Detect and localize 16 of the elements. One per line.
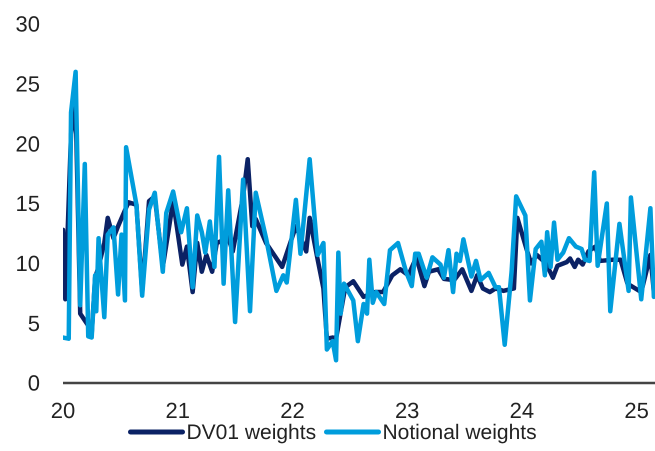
y-tick-label: 0: [28, 370, 40, 396]
legend-label: Notional weights: [382, 421, 537, 444]
y-tick-label: 10: [16, 251, 40, 276]
x-tick-label: 20: [50, 398, 76, 423]
y-tick-label: 20: [16, 131, 40, 156]
legend-label: DV01 weights: [186, 421, 316, 444]
y-tick-label: 5: [28, 310, 40, 336]
x-tick-label: 24: [510, 398, 534, 423]
line-series: [63, 70, 655, 363]
y-tick-label: 25: [16, 72, 40, 97]
y-tick-label: 30: [16, 12, 40, 37]
x-tick-label: 25: [624, 398, 649, 423]
x-tick-label: 23: [394, 398, 420, 423]
x-tick-label: 22: [280, 398, 305, 423]
x-tick-label: 21: [165, 398, 190, 423]
y-tick-label: 15: [16, 191, 40, 216]
